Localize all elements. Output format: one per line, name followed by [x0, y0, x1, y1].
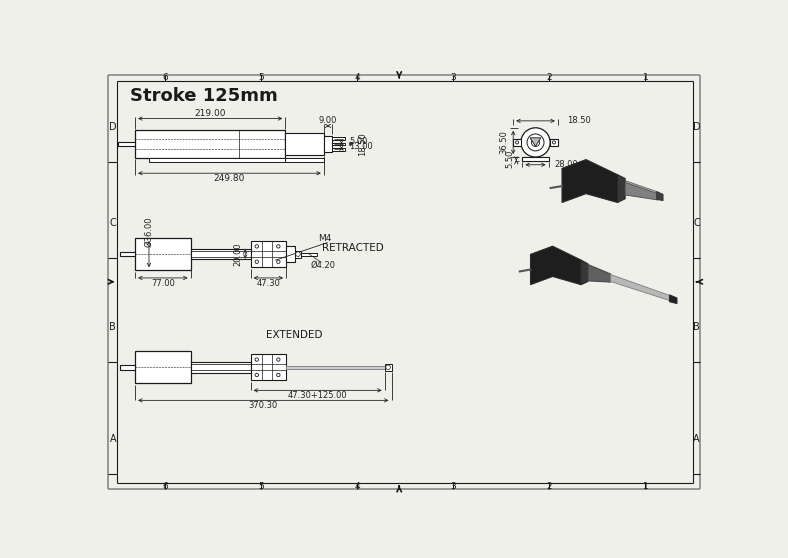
Bar — [333, 148, 344, 151]
Bar — [251, 354, 286, 381]
Text: 3: 3 — [451, 482, 456, 490]
Text: B: B — [693, 322, 700, 332]
Bar — [295, 251, 302, 258]
Polygon shape — [588, 264, 611, 282]
Bar — [135, 238, 191, 270]
Text: 6: 6 — [162, 482, 169, 490]
Text: 47.30+125.00: 47.30+125.00 — [288, 391, 348, 400]
Circle shape — [386, 365, 390, 369]
Bar — [522, 157, 549, 161]
Circle shape — [277, 260, 280, 263]
Polygon shape — [625, 181, 660, 194]
Text: Stroke 125mm: Stroke 125mm — [130, 87, 277, 105]
Bar — [324, 136, 333, 152]
Text: 4: 4 — [355, 482, 360, 490]
Bar — [385, 364, 392, 371]
Text: B: B — [110, 322, 116, 332]
Text: RETRACTED: RETRACTED — [322, 243, 384, 253]
Circle shape — [277, 358, 280, 361]
Bar — [513, 140, 521, 146]
Text: 9.00: 9.00 — [319, 116, 337, 125]
Text: 47.30: 47.30 — [256, 279, 281, 288]
Polygon shape — [625, 182, 658, 200]
Polygon shape — [618, 175, 625, 203]
Text: A: A — [110, 434, 116, 444]
Bar — [135, 130, 285, 158]
Text: 77.00: 77.00 — [151, 279, 175, 288]
Circle shape — [521, 128, 550, 157]
Bar — [120, 365, 135, 369]
Text: 1: 1 — [642, 482, 649, 490]
Circle shape — [531, 138, 540, 147]
Polygon shape — [611, 275, 671, 301]
Bar — [333, 143, 344, 145]
Text: D: D — [109, 122, 117, 132]
Text: A: A — [693, 434, 700, 444]
Text: 5.50: 5.50 — [506, 150, 515, 168]
Bar — [286, 247, 295, 262]
Polygon shape — [670, 295, 677, 304]
Bar — [333, 137, 344, 140]
Bar — [302, 253, 317, 256]
Text: Ø36.00: Ø36.00 — [144, 217, 154, 247]
Text: 2: 2 — [547, 73, 552, 82]
Text: 5: 5 — [258, 73, 264, 82]
Circle shape — [552, 141, 556, 144]
Text: 18.50: 18.50 — [359, 132, 367, 156]
Bar — [285, 158, 324, 162]
Polygon shape — [530, 138, 541, 146]
Circle shape — [277, 373, 280, 377]
Bar — [550, 140, 558, 146]
Text: 370.30: 370.30 — [249, 401, 278, 410]
Text: 4: 4 — [355, 73, 360, 82]
Circle shape — [255, 244, 258, 248]
Text: C: C — [693, 218, 700, 228]
Text: EXTENDED: EXTENDED — [266, 330, 323, 340]
Polygon shape — [562, 160, 618, 203]
Circle shape — [255, 260, 258, 263]
Text: 5: 5 — [258, 482, 264, 490]
Bar — [149, 158, 285, 162]
Text: 249.80: 249.80 — [214, 174, 245, 183]
Text: 2: 2 — [547, 482, 552, 490]
Circle shape — [527, 134, 544, 151]
Text: 5.00: 5.00 — [349, 137, 367, 146]
Text: 13.00: 13.00 — [349, 142, 373, 151]
Bar — [135, 351, 191, 383]
Circle shape — [255, 373, 258, 377]
Text: C: C — [110, 218, 116, 228]
Circle shape — [277, 244, 280, 248]
Circle shape — [515, 141, 519, 144]
Text: M4: M4 — [318, 234, 332, 243]
Bar — [251, 241, 286, 267]
Text: 219.00: 219.00 — [195, 109, 226, 118]
Text: 18.50: 18.50 — [567, 117, 591, 126]
Polygon shape — [656, 192, 663, 201]
Bar — [120, 252, 135, 256]
Text: 1: 1 — [642, 73, 649, 82]
Polygon shape — [530, 246, 581, 285]
Text: D: D — [693, 122, 701, 132]
Text: 28.00: 28.00 — [555, 160, 578, 169]
Bar — [286, 365, 385, 369]
Bar — [191, 249, 251, 259]
Polygon shape — [581, 260, 588, 285]
Text: 36.50: 36.50 — [500, 131, 508, 155]
Bar — [191, 362, 251, 373]
Text: 20.00: 20.00 — [234, 242, 243, 266]
Text: 6: 6 — [162, 73, 169, 82]
Text: 3: 3 — [451, 73, 456, 82]
Circle shape — [255, 358, 258, 361]
Bar — [285, 133, 324, 155]
Circle shape — [296, 252, 300, 256]
Text: Ø4.20: Ø4.20 — [310, 261, 336, 270]
Bar — [118, 142, 135, 146]
